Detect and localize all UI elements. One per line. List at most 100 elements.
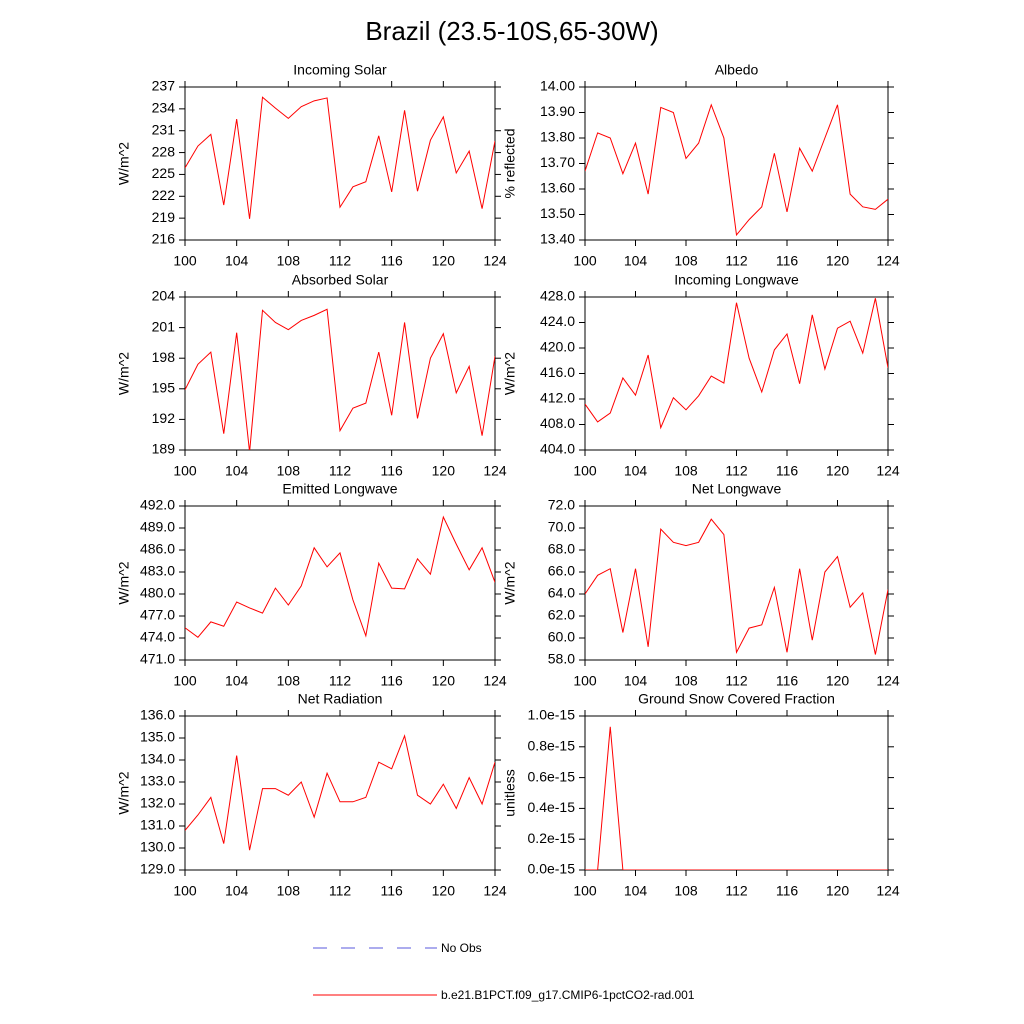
x-tick-label: 124 (876, 463, 900, 479)
y-tick-label: 66.0 (548, 563, 575, 579)
y-tick-label: 228 (152, 143, 176, 159)
plot-frame (584, 505, 889, 661)
y-tick-label: 13.40 (540, 231, 575, 247)
x-tick-label: 108 (277, 463, 301, 479)
y-tick-label: 231 (152, 121, 176, 137)
data-line (185, 515, 495, 638)
panel-title: Absorbed Solar (292, 272, 389, 288)
y-tick-label: 225 (152, 165, 176, 181)
x-tick-label: 100 (573, 883, 597, 899)
y-tick-label: 219 (152, 209, 176, 225)
x-tick-label: 120 (826, 883, 850, 899)
x-tick-label: 112 (329, 463, 352, 479)
x-tick-label: 100 (573, 673, 597, 689)
y-tick-label: 404.0 (540, 441, 575, 457)
x-tick-label: 100 (573, 253, 597, 269)
y-tick-label: 192 (152, 410, 176, 426)
x-tick-label: 108 (277, 253, 301, 269)
panel: Incoming Solar W/m^2 100 104 108 112 116 120 124… (116, 62, 507, 269)
panel: Incoming Longwave W/m^2 100 104 108 112 116 120… (502, 272, 900, 479)
x-tick-label: 108 (674, 463, 698, 479)
y-tick-label: 70.0 (548, 519, 575, 535)
y-tick-label: 60.0 (548, 629, 575, 645)
x-tick-label: 108 (674, 253, 698, 269)
x-tick-label: 116 (381, 463, 404, 479)
y-tick-label: 72.0 (548, 497, 575, 513)
panel: Net Radiation W/m^2 100 104 108 112 116 120 124 1… (116, 691, 507, 899)
x-tick-label: 116 (776, 463, 799, 479)
y-tick-label: 424.0 (540, 313, 575, 329)
y-tick-label: 0.6e-15 (528, 768, 576, 784)
x-tick-label: 108 (277, 673, 301, 689)
x-tick-label: 112 (329, 253, 352, 269)
y-tick-label: 416.0 (540, 364, 575, 380)
panel-title: Albedo (715, 62, 759, 78)
y-axis-label: % reflected (502, 128, 518, 198)
y-tick-label: 134.0 (140, 751, 175, 767)
y-tick-label: 0.0e-15 (528, 861, 576, 877)
panel-title: Ground Snow Covered Fraction (638, 691, 835, 707)
plot-frame (584, 296, 889, 451)
data-line (585, 103, 888, 237)
x-tick-label: 112 (725, 253, 748, 269)
x-tick-label: 116 (381, 253, 404, 269)
x-tick-label: 100 (173, 463, 197, 479)
x-tick-label: 104 (225, 673, 249, 689)
x-tick-label: 104 (225, 883, 249, 899)
y-axis-label: W/m^2 (502, 561, 518, 604)
plot-frame (184, 86, 496, 241)
panel-title: Net Longwave (692, 481, 782, 497)
x-tick-label: 124 (483, 463, 507, 479)
x-tick-label: 100 (573, 463, 597, 479)
panel-title: Net Radiation (298, 691, 383, 707)
y-tick-label: 492.0 (140, 497, 175, 513)
y-tick-label: 428.0 (540, 288, 575, 304)
panel-title: Emitted Longwave (282, 481, 397, 497)
x-tick-label: 124 (483, 673, 507, 689)
y-tick-label: 135.0 (140, 729, 175, 745)
plot-frame (184, 505, 496, 661)
y-tick-label: 68.0 (548, 541, 575, 557)
x-tick-label: 120 (826, 673, 850, 689)
data-line (185, 96, 495, 219)
figure-title: Brazil (23.5-10S,65-30W) (365, 16, 658, 46)
y-tick-label: 234 (152, 100, 176, 116)
y-tick-label: 131.0 (140, 817, 175, 833)
x-tick-label: 100 (173, 253, 197, 269)
x-tick-label: 124 (876, 253, 900, 269)
x-tick-label: 116 (776, 253, 799, 269)
y-tick-label: 420.0 (540, 339, 575, 355)
y-axis-label: W/m^2 (116, 142, 132, 185)
y-tick-label: 1.0e-15 (528, 707, 576, 723)
y-tick-label: 136.0 (140, 707, 175, 723)
y-axis-label: W/m^2 (116, 561, 132, 604)
x-tick-label: 116 (776, 673, 799, 689)
x-tick-label: 124 (483, 883, 507, 899)
x-tick-label: 112 (725, 883, 748, 899)
y-tick-label: 222 (152, 187, 176, 203)
y-tick-label: 237 (152, 78, 176, 94)
y-tick-label: 489.0 (140, 519, 175, 535)
y-tick-label: 0.4e-15 (528, 799, 576, 815)
legend-label: b.e21.B1PCT.f09_g17.CMIP6-1pctCO2-rad.00… (441, 988, 695, 1002)
x-tick-label: 100 (173, 883, 197, 899)
y-tick-label: 408.0 (540, 415, 575, 431)
y-axis-label: W/m^2 (116, 771, 132, 814)
x-tick-label: 104 (624, 673, 648, 689)
y-axis-label: W/m^2 (502, 352, 518, 395)
y-axis-label: W/m^2 (116, 352, 132, 395)
x-tick-label: 104 (624, 463, 648, 479)
y-tick-label: 480.0 (140, 585, 175, 601)
x-tick-label: 120 (826, 253, 850, 269)
y-tick-label: 64.0 (548, 585, 575, 601)
y-tick-label: 130.0 (140, 839, 175, 855)
y-tick-label: 62.0 (548, 607, 575, 623)
y-tick-label: 0.8e-15 (528, 738, 576, 754)
y-tick-label: 132.0 (140, 795, 175, 811)
x-tick-label: 108 (277, 883, 301, 899)
y-tick-label: 129.0 (140, 861, 175, 877)
y-tick-label: 474.0 (140, 629, 175, 645)
y-tick-label: 216 (152, 231, 176, 247)
